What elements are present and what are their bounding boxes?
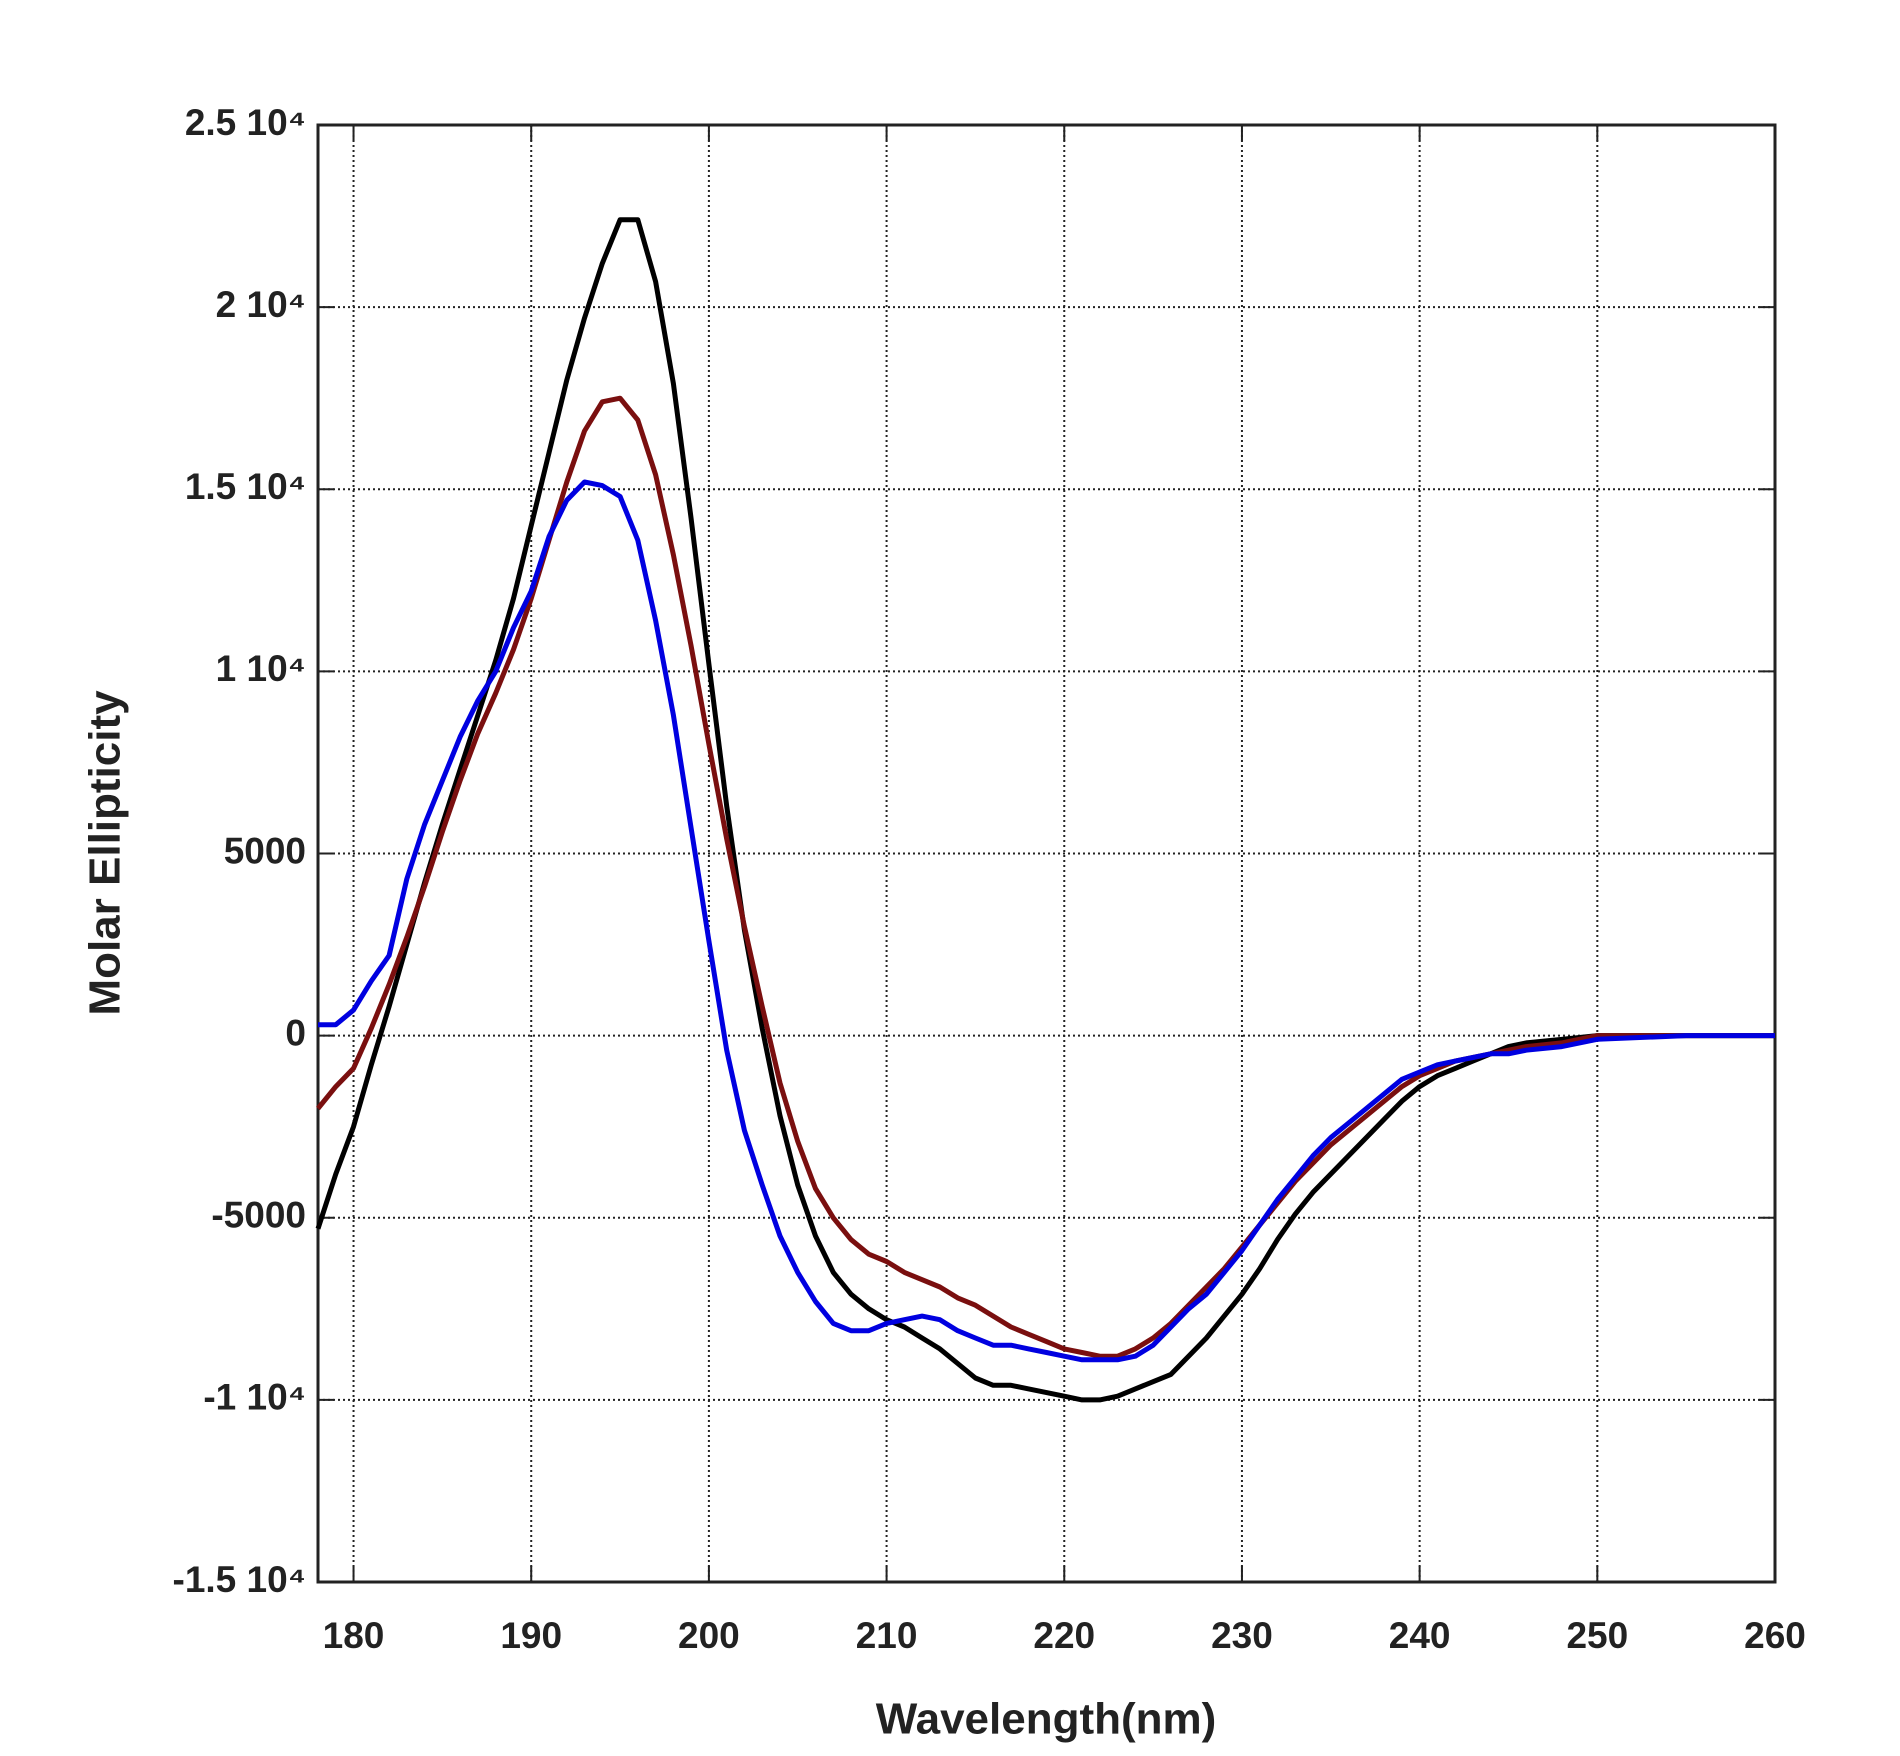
y-tick-label: 2.5 10⁴ xyxy=(185,102,306,143)
x-tick-label: 210 xyxy=(856,1615,918,1656)
y-axis-label: Molar Ellipticity xyxy=(81,690,130,1016)
y-tick-label: 1 10⁴ xyxy=(216,648,306,689)
x-tick-label: 240 xyxy=(1389,1615,1451,1656)
y-tick-label: 0 xyxy=(285,1012,306,1053)
x-tick-label: 260 xyxy=(1744,1615,1806,1656)
data-line xyxy=(318,479,1775,1363)
y-tick-label: -5000 xyxy=(211,1195,306,1236)
x-tick-label: 190 xyxy=(500,1615,562,1656)
data-line xyxy=(316,395,1775,1359)
y-tick-label: 2 10⁴ xyxy=(216,284,306,325)
y-tick-label: 1.5 10⁴ xyxy=(185,466,306,507)
y-tick-label: -1.5 10⁴ xyxy=(173,1559,307,1600)
plot-frame xyxy=(316,123,1777,1584)
x-tick-label: 250 xyxy=(1566,1615,1628,1656)
y-tick-label: 5000 xyxy=(224,830,306,871)
data-line xyxy=(315,217,1775,1403)
x-axis-label: Wavelength(nm) xyxy=(876,1695,1217,1744)
y-tick-label: -1 10⁴ xyxy=(203,1377,306,1418)
x-tick-label: 200 xyxy=(678,1615,740,1656)
x-tick-label: 220 xyxy=(1033,1615,1095,1656)
x-tick-label: 180 xyxy=(323,1615,385,1656)
x-tick-label: 230 xyxy=(1211,1615,1273,1656)
